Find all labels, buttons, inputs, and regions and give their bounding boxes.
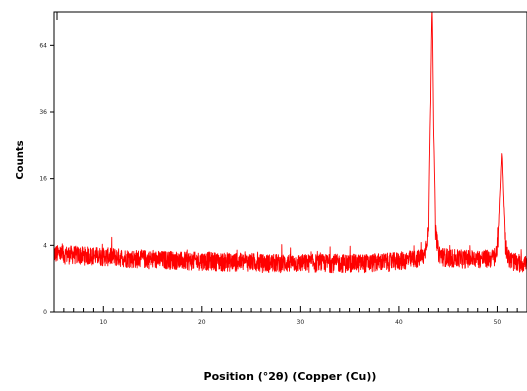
tick-label-layer: 10 20 30 40 50 0 4 16 36 64	[39, 42, 501, 326]
x-tick-label: 50	[494, 319, 502, 326]
y-tick-label: 4	[43, 242, 47, 249]
x-tick-label: 40	[395, 319, 403, 326]
y-tick-label: 36	[39, 109, 47, 116]
tick-layer	[50, 44, 527, 313]
plot-frame	[53, 11, 527, 313]
x-tick-label: 20	[198, 319, 206, 326]
x-axis-title: Position (°2θ) (Copper (Cu))	[204, 370, 377, 383]
series-line-xrd	[54, 12, 527, 274]
y-tick-label: 0	[43, 309, 47, 316]
x-tick-label: 30	[297, 319, 305, 326]
y-tick-label: 16	[39, 176, 47, 183]
y-tick-label: 64	[39, 42, 47, 49]
y-axis-title: Counts	[15, 140, 26, 179]
x-tick-label: 10	[99, 319, 107, 326]
series-layer	[54, 12, 527, 274]
